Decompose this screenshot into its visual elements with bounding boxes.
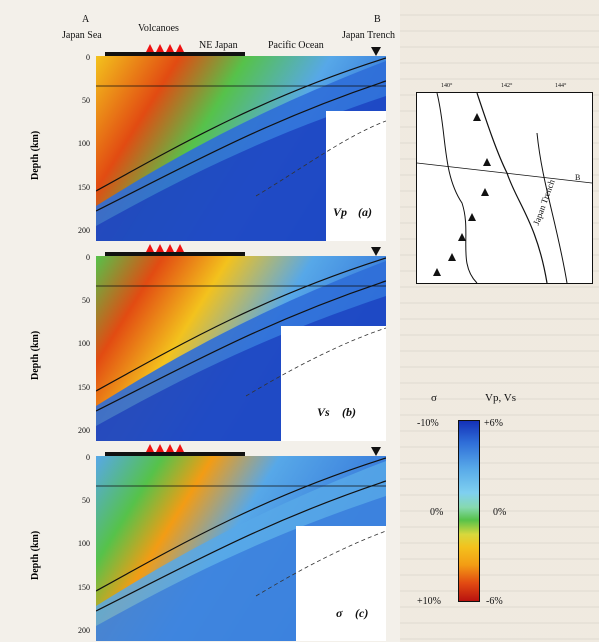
- y-tick: 200: [78, 226, 90, 235]
- land-bar: [105, 52, 245, 56]
- point-b-label: B: [374, 14, 381, 25]
- volcano-icon: [156, 444, 164, 452]
- vpvs-mid: 0%: [493, 507, 507, 518]
- y-tick: 100: [78, 539, 90, 548]
- trench-marker-icon: [371, 447, 381, 456]
- sigma-header: σ: [431, 392, 437, 404]
- y-axis-label: Depth (km): [30, 130, 41, 180]
- y-tick: 200: [78, 626, 90, 635]
- vs-section: [96, 256, 386, 441]
- japan-sea-label: Japan Sea: [62, 30, 102, 41]
- panel-a-param: Vp: [333, 205, 348, 219]
- y-tick: 50: [82, 296, 90, 305]
- y-tick: 50: [82, 96, 90, 105]
- vpvs-top: +6%: [484, 418, 503, 429]
- color-bar: [458, 420, 480, 602]
- volcano-icon: [176, 244, 184, 252]
- map-lon-tick: 140°: [441, 83, 453, 89]
- land-bar: [105, 452, 245, 456]
- point-a-label: A: [82, 14, 90, 25]
- volcano-icon: [166, 44, 174, 52]
- panel-b-param: Vs: [317, 405, 330, 419]
- sigma-top: -10%: [417, 418, 439, 429]
- location-map: 140° 142° 144° B Japan Trench: [416, 83, 593, 284]
- trench-marker-icon: [371, 47, 381, 56]
- pacific-ocean-label: Pacific Ocean: [268, 40, 324, 51]
- volcano-icon: [166, 244, 174, 252]
- map-point-b: B: [575, 173, 581, 182]
- y-tick: 0: [86, 253, 90, 262]
- vp-vs-header: Vp, Vs: [485, 392, 516, 404]
- y-tick: 0: [86, 453, 90, 462]
- sigma-bottom: +10%: [417, 596, 441, 607]
- y-tick: 150: [78, 383, 90, 392]
- volcano-icon: [156, 44, 164, 52]
- y-tick: 100: [78, 139, 90, 148]
- ne-japan-label: NE Japan: [199, 40, 238, 51]
- sigma-mid: 0%: [430, 507, 444, 518]
- map-drawing: [416, 92, 593, 284]
- panel-b-letter: (b): [342, 405, 356, 419]
- japan-trench-label: Japan Trench: [342, 30, 396, 41]
- sigma-section: [96, 456, 386, 641]
- panel-c-param: σ: [336, 606, 343, 620]
- volcano-icon: [146, 44, 154, 52]
- volcano-icon: [166, 444, 174, 452]
- panel-c-letter: (c): [355, 606, 369, 620]
- volcano-icon: [146, 244, 154, 252]
- volcano-icon: [156, 244, 164, 252]
- vpvs-bottom: -6%: [486, 596, 503, 607]
- y-axis-label: Depth (km): [30, 330, 41, 380]
- y-tick: 200: [78, 426, 90, 435]
- y-tick: 50: [82, 496, 90, 505]
- y-axis-label: Depth (km): [30, 530, 41, 580]
- land-bar: [105, 252, 245, 256]
- map-lon-tick: 142°: [501, 83, 513, 89]
- vp-section: [96, 56, 386, 241]
- trench-marker-icon: [371, 247, 381, 256]
- volcano-icon: [176, 444, 184, 452]
- panel-a-letter: (a): [358, 205, 372, 219]
- y-tick: 0: [86, 53, 90, 62]
- volcano-icon: [146, 444, 154, 452]
- map-lon-tick: 144°: [555, 83, 567, 89]
- y-tick: 150: [78, 183, 90, 192]
- volcanoes-label: Volcanoes: [138, 23, 179, 34]
- y-tick: 150: [78, 583, 90, 592]
- volcano-icon: [176, 44, 184, 52]
- y-tick: 100: [78, 339, 90, 348]
